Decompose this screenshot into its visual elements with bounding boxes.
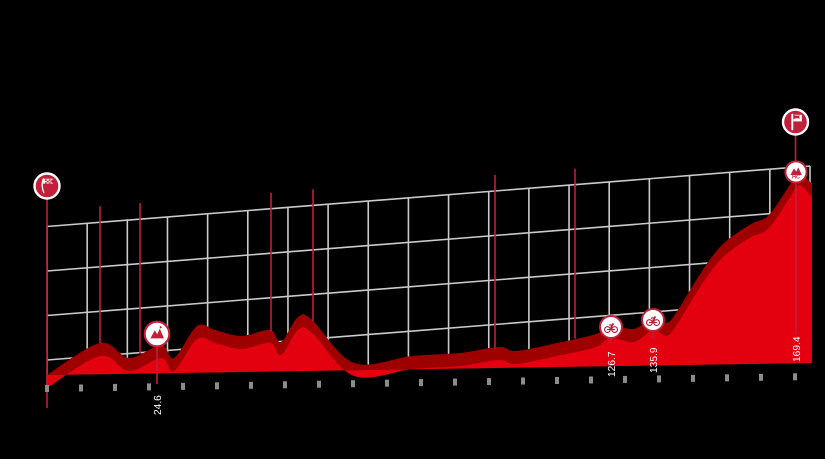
svg-text:135.9: 135.9 [649,347,660,373]
svg-text:126.7: 126.7 [607,351,618,377]
svg-text:24.6: 24.6 [153,395,164,415]
svg-text:169.4: 169.4 [792,336,803,362]
